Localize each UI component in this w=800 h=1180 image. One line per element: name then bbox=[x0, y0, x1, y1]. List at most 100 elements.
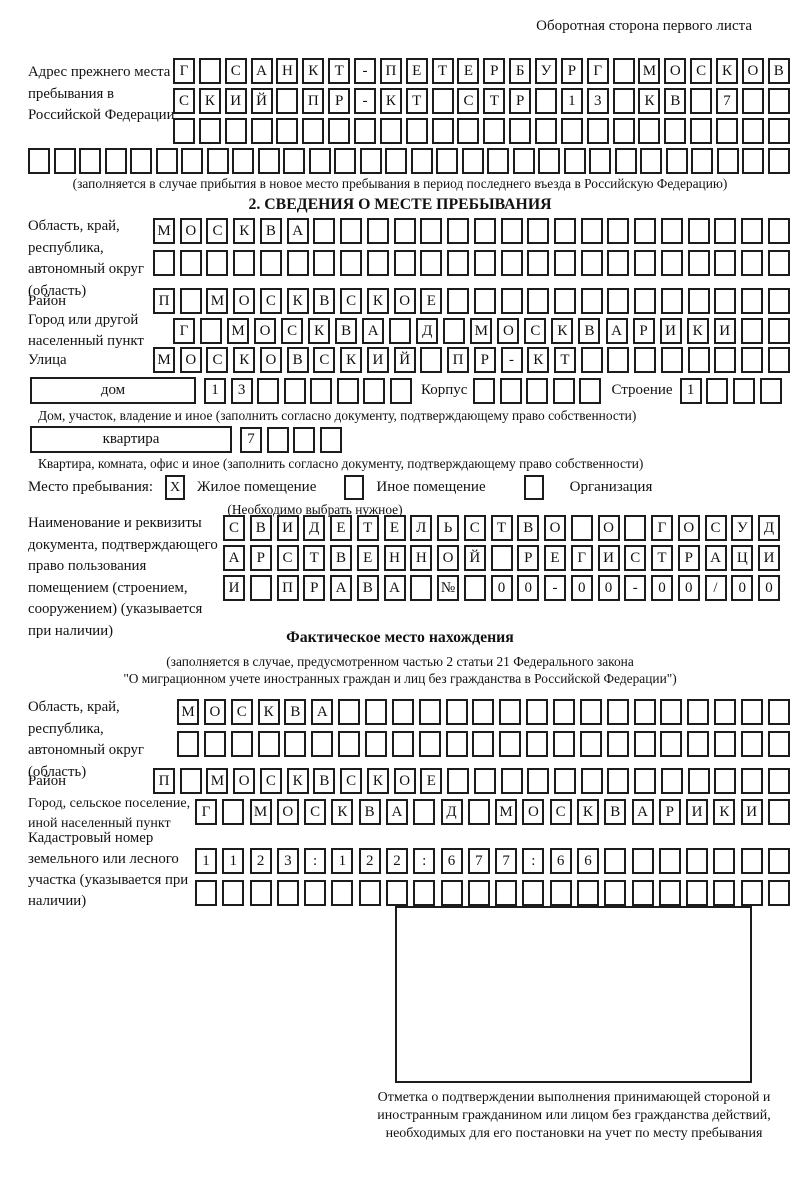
form-cell[interactable] bbox=[660, 768, 683, 794]
form-cell[interactable] bbox=[467, 880, 490, 906]
form-cell[interactable] bbox=[612, 88, 635, 114]
form-cell[interactable] bbox=[660, 288, 683, 314]
form-cell[interactable] bbox=[634, 250, 657, 276]
form-cell[interactable] bbox=[535, 88, 558, 114]
form-cell[interactable] bbox=[509, 118, 532, 144]
form-cell[interactable] bbox=[483, 118, 506, 144]
form-cell[interactable]: П bbox=[153, 288, 175, 314]
form-cell[interactable] bbox=[173, 118, 195, 144]
form-cell[interactable] bbox=[393, 218, 416, 244]
form-cell[interactable] bbox=[512, 148, 535, 174]
form-cell[interactable]: С bbox=[224, 58, 247, 84]
form-cell[interactable] bbox=[153, 250, 175, 276]
form-cell[interactable]: Е bbox=[356, 545, 379, 571]
form-cell[interactable]: Р bbox=[483, 58, 506, 84]
form-cell[interactable] bbox=[579, 731, 602, 757]
form-cell[interactable] bbox=[741, 768, 764, 794]
form-cell[interactable]: О bbox=[233, 768, 256, 794]
form-cell[interactable] bbox=[447, 250, 470, 276]
form-cell[interactable] bbox=[195, 880, 217, 906]
form-cell[interactable] bbox=[420, 218, 443, 244]
form-cell[interactable] bbox=[338, 699, 361, 725]
form-cell[interactable]: Й bbox=[463, 545, 486, 571]
form-cell[interactable]: 3 bbox=[586, 88, 609, 114]
form-cell[interactable]: И bbox=[597, 545, 620, 571]
form-cell[interactable]: О bbox=[522, 799, 545, 825]
form-cell[interactable]: А bbox=[362, 318, 385, 344]
form-cell[interactable] bbox=[233, 250, 256, 276]
form-cell[interactable]: И bbox=[740, 799, 763, 825]
form-cell[interactable]: К bbox=[366, 768, 389, 794]
form-cell[interactable] bbox=[767, 347, 790, 373]
form-cell[interactable] bbox=[687, 218, 710, 244]
form-cell[interactable]: 1 bbox=[679, 377, 702, 404]
form-cell[interactable]: В bbox=[284, 699, 307, 725]
form-cell[interactable]: Р bbox=[509, 88, 532, 114]
form-cell[interactable] bbox=[607, 218, 630, 244]
form-cell[interactable] bbox=[660, 731, 683, 757]
form-cell[interactable]: - bbox=[544, 575, 566, 601]
form-cell[interactable]: П bbox=[153, 768, 175, 794]
form-cell[interactable]: Т bbox=[356, 515, 379, 541]
form-cell[interactable]: К bbox=[379, 88, 402, 114]
form-cell[interactable]: И bbox=[223, 575, 245, 601]
form-cell[interactable]: М bbox=[153, 347, 175, 373]
form-cell[interactable] bbox=[767, 731, 790, 757]
form-cell[interactable] bbox=[487, 148, 510, 174]
form-cell[interactable]: С bbox=[223, 515, 245, 541]
form-cell[interactable] bbox=[767, 218, 790, 244]
form-cell[interactable]: В bbox=[330, 545, 352, 571]
form-cell[interactable] bbox=[527, 250, 550, 276]
form-cell[interactable] bbox=[286, 250, 309, 276]
form-cell[interactable]: И bbox=[686, 799, 709, 825]
form-cell[interactable] bbox=[614, 148, 637, 174]
form-cell[interactable] bbox=[385, 880, 408, 906]
form-cell[interactable]: В bbox=[356, 575, 379, 601]
form-cell[interactable] bbox=[714, 250, 737, 276]
form-cell[interactable] bbox=[499, 699, 522, 725]
form-cell[interactable] bbox=[130, 148, 153, 174]
form-cell[interactable] bbox=[79, 148, 102, 174]
form-cell[interactable] bbox=[607, 250, 630, 276]
form-cell[interactable]: Е bbox=[544, 545, 566, 571]
form-cell[interactable]: 1 bbox=[331, 848, 354, 874]
form-cell[interactable] bbox=[104, 148, 127, 174]
form-cell[interactable]: К bbox=[233, 347, 256, 373]
form-cell[interactable]: Н bbox=[410, 545, 433, 571]
form-cell[interactable] bbox=[741, 347, 764, 373]
form-cell[interactable] bbox=[664, 118, 687, 144]
form-cell[interactable]: О bbox=[203, 699, 226, 725]
form-cell[interactable] bbox=[283, 377, 306, 404]
form-cell[interactable] bbox=[606, 699, 629, 725]
form-cell[interactable] bbox=[767, 318, 790, 344]
form-cell[interactable] bbox=[714, 347, 737, 373]
form-cell[interactable] bbox=[249, 880, 272, 906]
form-cell[interactable] bbox=[527, 288, 550, 314]
form-cell[interactable] bbox=[250, 118, 273, 144]
form-cell[interactable]: Е bbox=[383, 515, 406, 541]
form-cell[interactable] bbox=[334, 148, 357, 174]
form-cell[interactable] bbox=[331, 880, 354, 906]
form-cell[interactable] bbox=[687, 731, 710, 757]
form-cell[interactable] bbox=[741, 699, 764, 725]
form-cell[interactable]: С bbox=[690, 58, 713, 84]
form-cell[interactable] bbox=[741, 118, 764, 144]
form-cell[interactable]: Т bbox=[303, 545, 326, 571]
form-cell[interactable]: С bbox=[281, 318, 304, 344]
form-cell[interactable] bbox=[714, 699, 737, 725]
form-cell[interactable]: О bbox=[677, 515, 700, 541]
form-cell[interactable] bbox=[389, 377, 412, 404]
form-cell[interactable] bbox=[500, 768, 523, 794]
form-cell[interactable] bbox=[445, 699, 468, 725]
form-cell[interactable]: 0 bbox=[651, 575, 673, 601]
form-cell[interactable] bbox=[293, 426, 316, 453]
form-cell[interactable] bbox=[580, 218, 603, 244]
form-cell[interactable] bbox=[232, 148, 255, 174]
form-cell[interactable] bbox=[405, 118, 428, 144]
form-cell[interactable]: : bbox=[522, 848, 545, 874]
form-cell[interactable] bbox=[553, 731, 576, 757]
form-cell[interactable] bbox=[660, 699, 683, 725]
form-cell[interactable] bbox=[553, 699, 576, 725]
form-cell[interactable]: А bbox=[250, 58, 273, 84]
form-cell[interactable]: В bbox=[604, 799, 627, 825]
